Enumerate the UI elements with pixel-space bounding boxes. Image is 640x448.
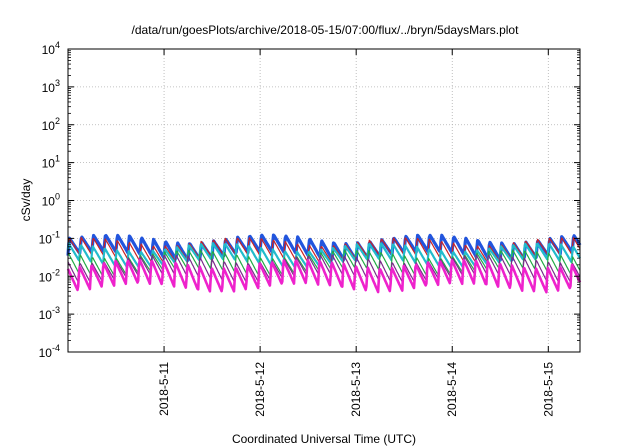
series-line <box>66 242 581 269</box>
series-line <box>66 258 582 294</box>
y-tick-label: 103 <box>42 78 60 95</box>
y-tick-label: 102 <box>42 116 60 133</box>
x-axis: 2018-5-11 2018-5-12 2018-5-13 2018-5-14 2018… <box>157 49 555 417</box>
y-tick-label: 10-2 <box>39 267 60 284</box>
x-tick-label: 2018-5-12 <box>253 362 267 417</box>
y-tick-label: 10-3 <box>39 305 60 322</box>
x-tick-label: 2018-5-14 <box>445 362 459 417</box>
grid <box>68 49 580 352</box>
y-tick-label: 100 <box>42 192 60 209</box>
series-line <box>67 236 581 264</box>
x-tick-label: 2018-5-11 <box>157 362 171 416</box>
y-tick-label: 101 <box>42 154 60 171</box>
x-tick-label: 2018-5-13 <box>349 362 363 417</box>
y-axis-title: cSv/day <box>19 179 33 222</box>
x-axis-title: Coordinated Universal Time (UTC) <box>232 432 416 446</box>
y-tick-label: 104 <box>42 40 60 57</box>
series-line <box>67 254 581 284</box>
chart-title: /data/run/goesPlots/archive/2018-05-15/0… <box>132 23 520 37</box>
y-tick-label: 10-1 <box>39 229 60 246</box>
series-line <box>67 249 581 278</box>
y-axis: 10-4 10-3 10-2 10-1 100 101 102 103 104 <box>39 40 580 360</box>
y-tick-label: 10-4 <box>39 343 60 360</box>
x-tick-label: 2018-5-15 <box>541 362 555 417</box>
series-line <box>66 233 582 262</box>
series-layer <box>66 233 582 294</box>
